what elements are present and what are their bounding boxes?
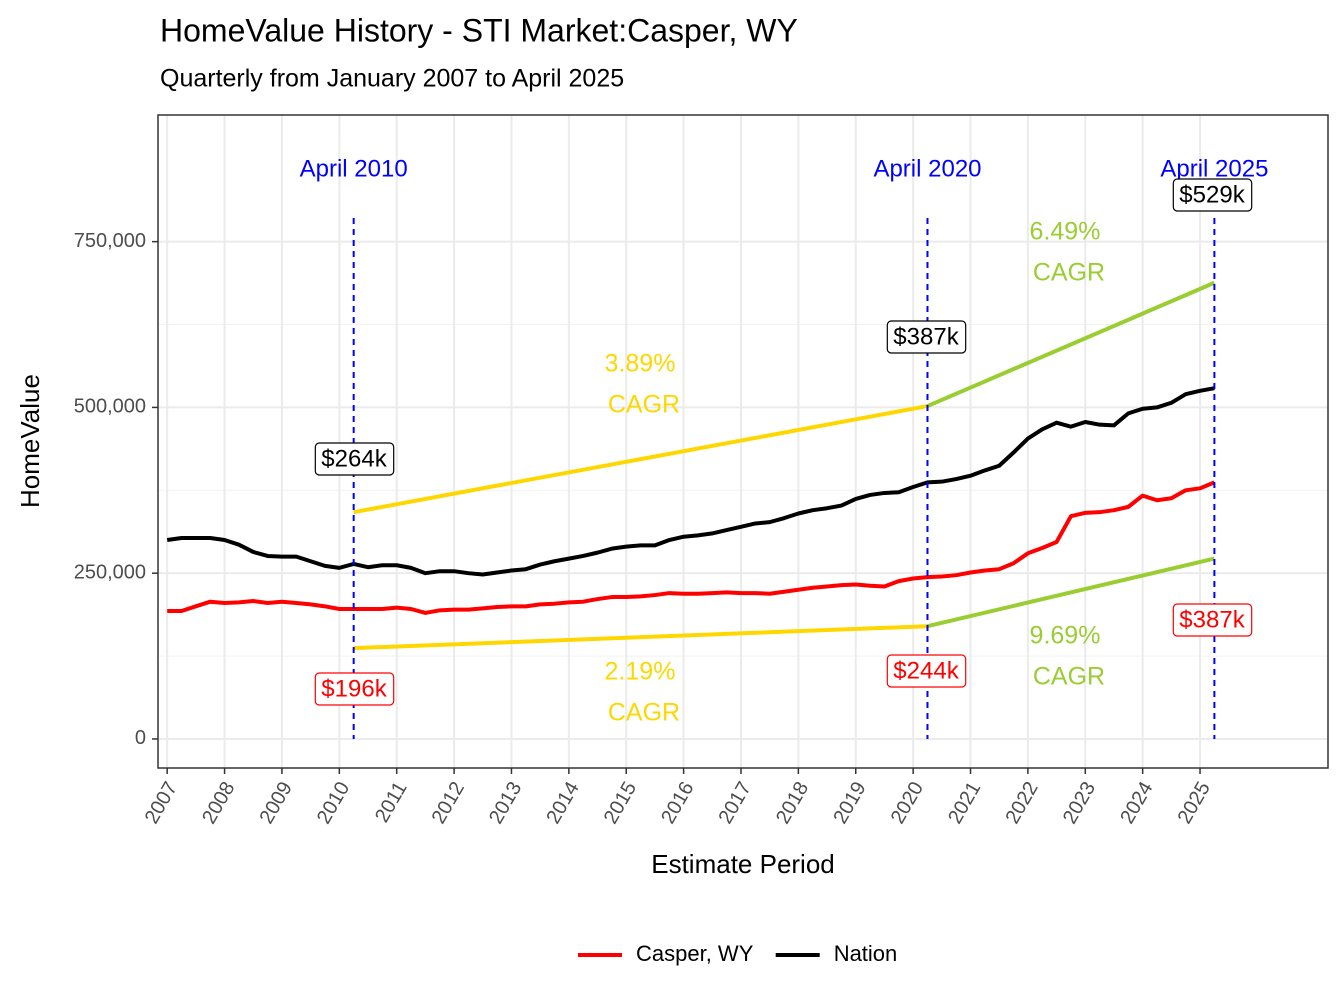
value-label-box [314,442,395,476]
value-label: $264k [314,442,395,476]
date-marker-label: April 2025 [1160,155,1268,182]
cagr-label: CAGR [1033,259,1105,287]
y-tick-label: 250,000 [74,561,146,583]
panel-border [157,114,1329,769]
series-line [166,386,1215,577]
value-label-text: $529k [1179,181,1245,208]
date-marker-label: April 2020 [873,155,981,182]
value-label-box [314,672,395,706]
trend-line [927,556,1215,629]
y-axis-label: HomeValue [15,374,45,508]
value-label: $529k [1172,178,1253,212]
chart-subtitle: Quarterly from January 2007 to April 202… [160,65,624,93]
cagr-label: CAGR [1033,663,1105,691]
value-label: $387k [886,320,967,354]
value-label-box [1172,603,1253,637]
value-label-text: $244k [893,657,959,684]
cagr-rate: 3.89% [605,350,676,378]
chart-title: HomeValue History - STI Market:Casper, W… [160,12,798,48]
x-axis-label: Estimate Period [651,849,835,879]
y-tick-label: 0 [135,727,146,749]
cagr-label: CAGR [608,391,680,419]
value-label-box [1172,178,1253,212]
series-line [167,480,1216,615]
value-label-box [886,654,967,688]
value-label-text: $387k [893,323,959,350]
cagr-rate: 9.69% [1030,622,1101,650]
trend-line [353,624,928,651]
trend-line [926,280,1216,408]
value-label-text: $264k [321,445,387,472]
cagr-label: CAGR [608,699,680,727]
value-label: $196k [314,672,395,706]
value-label: $244k [886,654,967,688]
legend-label: Nation [834,941,898,966]
cagr-rate: 2.19% [605,658,676,686]
y-tick-label: 500,000 [74,396,146,418]
y-tick-label: 750,000 [74,230,146,252]
trend-line [353,404,928,515]
date-marker-label: April 2010 [300,155,408,182]
value-label-text: $196k [321,675,387,702]
cagr-rate: 6.49% [1030,218,1101,246]
value-label: $387k [1172,603,1253,637]
value-label-box [886,320,967,354]
value-label-text: $387k [1179,606,1245,633]
legend-label: Casper, WY [636,941,754,966]
